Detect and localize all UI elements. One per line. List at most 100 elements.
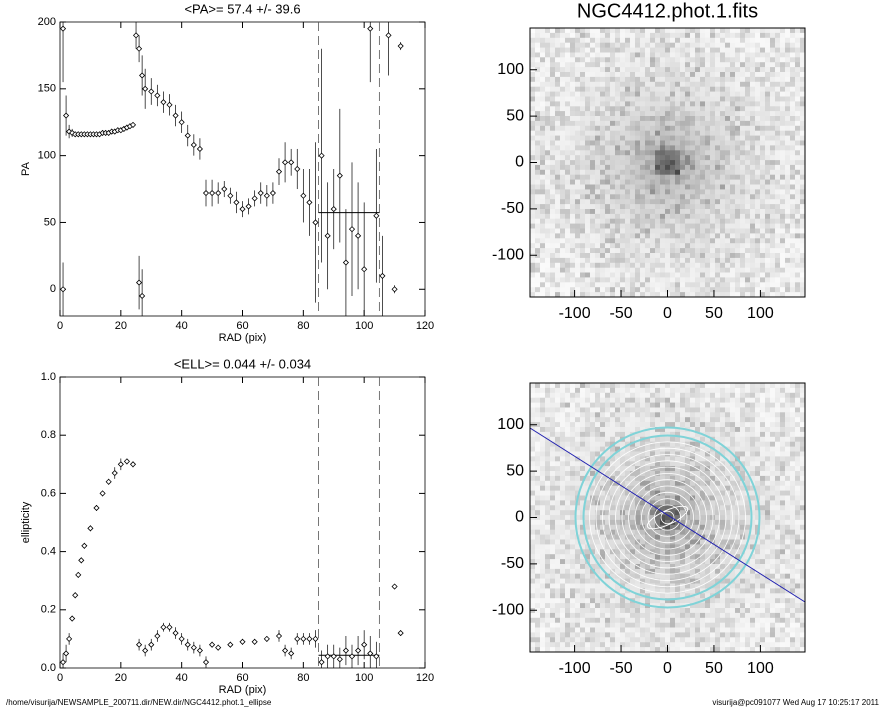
- pixel: [530, 456, 536, 462]
- pixel: [545, 287, 551, 293]
- pixel: [555, 213, 561, 220]
- pixel: [765, 292, 771, 298]
- pixel: [580, 199, 586, 205]
- pixel: [560, 515, 566, 521]
- pixel: [570, 617, 576, 624]
- pixel: [740, 257, 746, 264]
- pixel: [655, 534, 661, 540]
- pixel: [555, 500, 561, 506]
- pixel: [670, 500, 676, 506]
- pixel: [780, 47, 786, 53]
- pixel: [640, 554, 646, 560]
- pixel: [620, 253, 626, 259]
- pixel: [540, 412, 546, 418]
- pixel: [575, 422, 581, 428]
- point: [324, 653, 331, 660]
- point: [373, 653, 380, 660]
- pixel: [730, 267, 736, 273]
- pixel: [665, 622, 671, 628]
- pixel: [605, 164, 611, 171]
- pixel: [560, 471, 566, 477]
- pixel: [540, 564, 546, 570]
- pixel: [630, 32, 636, 39]
- pixel: [655, 593, 661, 599]
- pixel: [670, 81, 676, 88]
- pixel: [540, 392, 546, 399]
- pixel: [560, 213, 566, 220]
- pixel: [795, 81, 801, 88]
- pixel: [535, 475, 541, 482]
- pixel: [660, 42, 666, 48]
- pixel: [600, 257, 606, 264]
- pixel: [650, 627, 656, 633]
- pixel: [555, 632, 561, 638]
- pixel: [565, 588, 571, 594]
- pixel: [685, 91, 691, 97]
- pixel: [700, 130, 706, 136]
- pixel: [760, 228, 766, 234]
- pixel: [715, 194, 721, 200]
- pixel: [555, 392, 561, 399]
- pixel: [785, 91, 791, 97]
- pixel: [600, 436, 606, 443]
- pixel: [725, 189, 731, 195]
- pixel: [565, 262, 571, 269]
- pixel: [655, 422, 661, 428]
- pixel: [565, 637, 571, 643]
- pixel: [630, 515, 636, 521]
- pixel: [665, 155, 671, 161]
- pixel: [560, 539, 566, 545]
- pixel: [665, 564, 671, 570]
- pixel: [670, 466, 676, 472]
- pixel: [560, 218, 566, 224]
- pixel: [755, 169, 761, 176]
- pixel: [610, 539, 616, 545]
- pixel: [755, 189, 761, 195]
- pixel: [780, 67, 786, 73]
- pixel: [695, 72, 701, 78]
- pixel: [740, 204, 746, 210]
- pixel: [705, 160, 711, 166]
- pixel: [620, 120, 626, 127]
- pixel: [635, 593, 641, 599]
- pixel: [695, 47, 701, 53]
- pixel: [565, 568, 571, 575]
- pixel: [640, 233, 646, 239]
- pixel: [575, 397, 581, 403]
- pixel: [665, 568, 671, 575]
- pixel: [645, 267, 651, 273]
- point: [59, 659, 67, 666]
- y-tick-label: 200: [38, 16, 56, 28]
- pixel: [635, 218, 641, 224]
- pixel: [565, 282, 571, 288]
- pixel: [580, 267, 586, 273]
- pixel: [660, 588, 666, 594]
- pixel: [595, 213, 601, 220]
- pixel: [530, 627, 536, 633]
- pixel: [770, 67, 776, 73]
- pixel: [790, 130, 796, 136]
- pixel: [565, 86, 571, 92]
- pixel: [665, 583, 671, 589]
- pixel: [705, 120, 711, 127]
- pixel: [625, 642, 631, 648]
- pixel: [545, 529, 551, 535]
- pixel: [730, 199, 736, 205]
- pixel: [660, 480, 666, 487]
- pixel: [725, 150, 731, 156]
- pixel: [715, 184, 721, 190]
- pixel: [635, 223, 641, 229]
- pixel: [710, 253, 716, 259]
- pixel: [575, 417, 581, 423]
- pixel: [695, 248, 701, 254]
- pixel: [600, 383, 606, 389]
- pixel: [630, 130, 636, 136]
- pixel: [710, 52, 716, 58]
- pixel: [615, 441, 621, 447]
- pixel: [640, 287, 646, 293]
- pixel: [695, 106, 701, 112]
- pixel: [570, 223, 576, 229]
- pixel: [540, 397, 546, 403]
- pixel: [610, 91, 616, 97]
- pixel: [765, 116, 771, 122]
